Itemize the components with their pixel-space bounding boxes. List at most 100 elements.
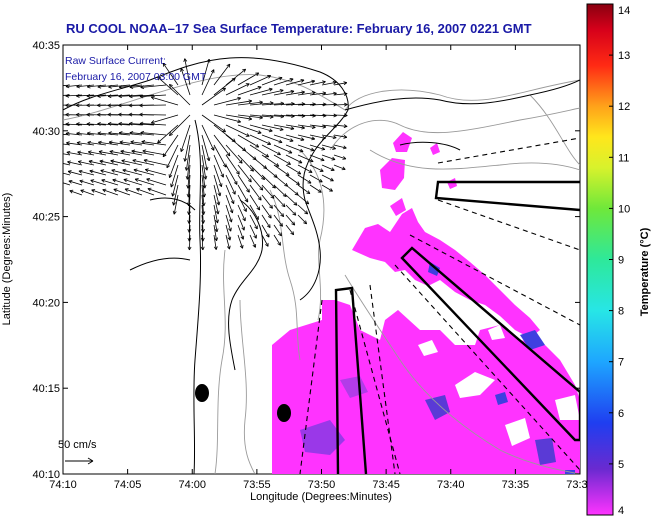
current-arrow	[139, 112, 167, 117]
current-arrow	[201, 58, 211, 86]
current-arrow	[63, 163, 71, 166]
current-arrow	[172, 184, 179, 206]
current-arrow	[201, 87, 226, 106]
current-arrow	[76, 122, 95, 127]
current-arrow	[213, 214, 219, 233]
current-arrow	[285, 194, 298, 206]
current-arrow	[225, 234, 231, 250]
current-arrow	[261, 204, 272, 219]
current-arrow	[273, 214, 283, 227]
current-arrow	[76, 141, 95, 146]
current-arrow	[273, 154, 291, 165]
current-arrow	[65, 122, 83, 127]
current-arrow	[213, 164, 223, 188]
colorbar: 4 5 6 7 8 9 10 11 12 13 14 Temperature (°C)	[586, 3, 651, 517]
current-arrow	[113, 188, 131, 196]
current-arrow	[285, 90, 305, 96]
current-arrow	[109, 149, 131, 156]
current-arrow	[333, 91, 348, 96]
current-arrow	[237, 134, 260, 148]
current-arrow	[213, 134, 231, 157]
current-arrow	[225, 68, 246, 86]
current-arrow	[321, 184, 333, 192]
current-arrow	[213, 184, 221, 206]
current-arrow	[201, 134, 211, 162]
x-tick-label: 73:55	[243, 479, 271, 491]
current-arrow	[201, 69, 215, 96]
station-marker	[195, 384, 209, 402]
x-tick-label: 73:45	[372, 479, 400, 491]
colorbar-tick-label: 12	[618, 101, 630, 113]
current-arrow	[237, 86, 262, 96]
current-arrow	[162, 62, 179, 86]
current-arrow	[67, 170, 83, 176]
map-panel: Raw Surface Current: February 16, 2007 0…	[58, 44, 581, 475]
current-arrow	[249, 144, 270, 158]
current-arrow	[88, 150, 107, 156]
current-arrow	[321, 144, 336, 150]
current-arrow	[108, 140, 131, 146]
current-arrow	[89, 169, 107, 176]
current-arrow	[112, 178, 131, 186]
current-arrow	[321, 154, 336, 161]
current-arrow	[168, 154, 179, 178]
current-arrow	[285, 214, 296, 226]
current-arrow	[225, 164, 238, 185]
current-arrow	[86, 131, 107, 136]
current-arrow	[237, 154, 254, 172]
current-arrow	[297, 124, 316, 130]
current-arrow	[309, 184, 322, 193]
current-arrow	[261, 184, 275, 199]
current-arrow	[183, 58, 191, 86]
current-arrow	[213, 194, 220, 215]
current-arrow	[86, 94, 107, 98]
current-arrow	[249, 214, 258, 230]
current-arrow	[98, 140, 119, 146]
current-arrow	[66, 150, 83, 156]
current-arrow	[213, 77, 236, 96]
current-arrow	[187, 234, 192, 251]
current-arrow	[297, 174, 312, 184]
current-arrow	[237, 72, 260, 86]
current-arrow	[119, 140, 143, 146]
current-arrow	[333, 81, 348, 86]
x-tick-label: 74:00	[178, 479, 206, 491]
y-axis: 40:35 40:30 40:25 40:20 40:15 40:10	[32, 40, 580, 481]
current-arrow	[213, 234, 218, 250]
current-arrow	[261, 134, 283, 144]
current-arrow	[150, 96, 179, 106]
current-arrow	[100, 169, 119, 176]
current-arrow	[249, 204, 259, 220]
current-arrow	[171, 174, 179, 197]
current-arrow	[91, 189, 107, 196]
x-tick-label: 73:40	[437, 479, 465, 491]
current-arrow	[77, 150, 95, 156]
current-arrow	[297, 184, 311, 195]
current-arrow	[273, 124, 295, 131]
current-arrow	[97, 94, 119, 99]
current-arrow	[132, 158, 155, 166]
current-arrow	[333, 154, 347, 160]
current-arrow	[333, 134, 348, 139]
current-arrow	[107, 121, 131, 126]
current-arrow	[309, 144, 326, 151]
current-arrow	[309, 164, 324, 172]
current-arrow	[249, 87, 273, 96]
current-arrow	[225, 99, 253, 106]
current-arrow	[78, 169, 95, 176]
current-arrow	[249, 184, 262, 201]
current-arrow	[200, 234, 205, 251]
colorbar-tick-label: 9	[618, 255, 624, 267]
current-arrow	[79, 179, 95, 186]
current-arrow	[225, 184, 235, 205]
y-tick-label: 40:15	[32, 383, 60, 395]
current-arrow	[90, 179, 107, 186]
current-arrow	[285, 78, 305, 86]
current-arrow	[102, 188, 119, 196]
current-arrow	[140, 130, 167, 136]
current-arrow	[261, 124, 284, 132]
current-arrow	[136, 187, 155, 196]
current-arrow	[237, 184, 249, 203]
current-arrow	[67, 160, 83, 166]
